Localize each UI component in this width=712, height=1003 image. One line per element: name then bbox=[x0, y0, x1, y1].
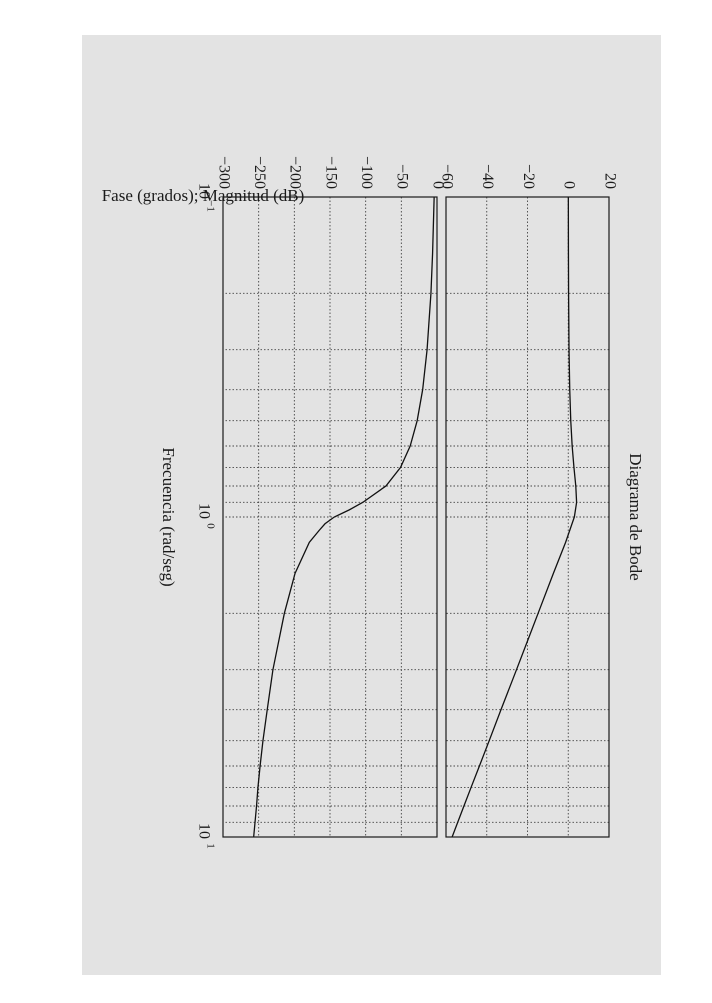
magnitude-y-tick-label: −40 bbox=[479, 164, 496, 189]
x-tick-label: 10 bbox=[195, 503, 212, 519]
tick-layer: −60 −40 −20 0 20−300 −250 −200 −150 −100 −50 010−1… bbox=[195, 156, 618, 849]
x-tick-exponent: 0 bbox=[204, 523, 216, 529]
magnitude-y-tick-label: −60 bbox=[438, 164, 455, 189]
x-tick-label: 10 bbox=[195, 183, 212, 199]
rotated-chart-group: Diagrama de Bode Fase (grados); Magnitud… bbox=[102, 156, 645, 849]
phase-y-tick-label: −50 bbox=[394, 164, 411, 189]
magnitude-plot-frame bbox=[445, 196, 610, 838]
frame-layer bbox=[222, 196, 610, 838]
x-tick-exponent: 1 bbox=[204, 843, 216, 849]
phase-y-tick-label: −200 bbox=[287, 156, 304, 189]
phase-plot-frame bbox=[222, 196, 438, 838]
grid-layer bbox=[223, 197, 609, 837]
phase-y-tick-label: −100 bbox=[358, 156, 375, 189]
text-layer: Diagrama de Bode Fase (grados); Magnitud… bbox=[102, 186, 645, 587]
chart-title: Diagrama de Bode bbox=[626, 453, 645, 580]
phase-y-tick-label: −300 bbox=[215, 156, 232, 189]
magnitude-y-tick-label: 0 bbox=[561, 181, 578, 189]
x-tick-label: 10 bbox=[195, 823, 212, 839]
magnitude-y-tick-label: 20 bbox=[601, 173, 618, 189]
figure-panel: Diagrama de Bode Fase (grados); Magnitud… bbox=[82, 35, 661, 975]
phase-y-tick-label: 0 bbox=[429, 181, 446, 189]
phase-curve bbox=[253, 196, 435, 838]
x-tick-exponent: −1 bbox=[204, 200, 216, 212]
magnitude-y-tick-label: −20 bbox=[520, 164, 537, 189]
magnitude-curve bbox=[451, 196, 578, 838]
phase-y-tick-label: −250 bbox=[251, 156, 268, 189]
y-axis-label: Fase (grados); Magnitud (dB) bbox=[102, 186, 305, 205]
bode-chart: Diagrama de Bode Fase (grados); Magnitud… bbox=[102, 156, 645, 849]
phase-y-tick-label: −150 bbox=[322, 156, 339, 189]
curve-layer bbox=[253, 196, 578, 838]
x-axis-label: Frecuencia (rad/seg) bbox=[159, 447, 178, 586]
